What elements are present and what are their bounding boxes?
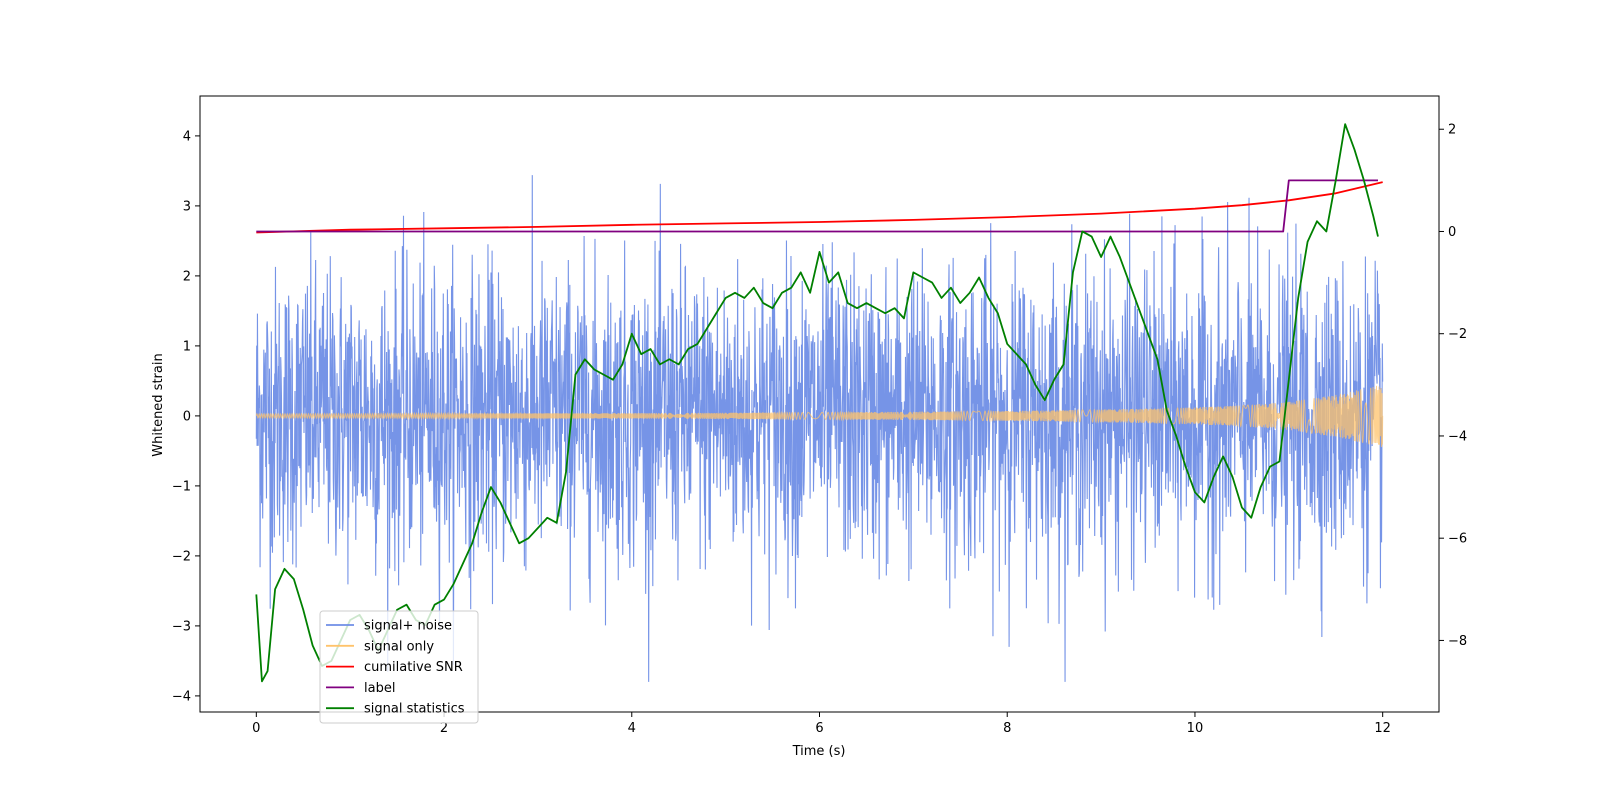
y-right-tick-label: 2 [1448,123,1456,138]
y-right-tick-label: 0 [1448,225,1456,240]
legend-entry-label: cumilative SNR [364,660,463,675]
legend: signal+ noise signal only cumilative SNR la… [319,610,479,724]
y-right-tick-label: −4 [1448,429,1467,444]
series-label [256,179,1378,233]
y-left-tick-label: 3 [183,199,191,214]
y-left-tick-label: 1 [183,339,191,354]
y-right-tick-label: −6 [1448,532,1467,547]
x-tick-label: 0 [252,721,260,736]
x-tick-label: 6 [815,721,823,736]
x-tick-label: 4 [628,721,636,736]
y-left-tick-label: −2 [172,549,191,564]
x-tick-label: 8 [1003,721,1011,736]
y-right-tick-label: −2 [1448,327,1467,342]
y-left-tick-label: −4 [172,689,191,704]
y-right-tick-label: −8 [1448,634,1467,649]
y-left-tick-label: 4 [183,129,191,144]
y-left-tick-label: 0 [183,409,191,424]
legend-entry-label: signal+ noise [364,619,452,634]
series-signal-only [255,385,1384,448]
y-left-tick-label: −1 [172,479,191,494]
legend-entry-label: signal only [364,639,434,654]
x-tick-label: 12 [1374,721,1391,736]
legend-box [319,610,479,724]
legend-entry-label: signal statistics [364,702,465,717]
legend-entry-label: label [364,681,395,696]
x-tick-label: 2 [440,721,448,736]
x-axis-title: Time (s) [792,744,846,759]
y-left-tick-label: 2 [183,269,191,284]
y-axis-left: −4 −3 −2 −1 0 1 2 3 4 [172,129,200,704]
series-layer [255,123,1384,683]
y-axis-title: Whitened strain [151,353,166,456]
y-axis-right: −8 −6 −4 −2 0 2 [1439,123,1467,649]
series-signal-statistics [255,123,1379,683]
y-left-tick-label: −3 [172,619,191,634]
x-tick-label: 10 [1187,721,1204,736]
series-cumulative-snr [256,181,1383,234]
